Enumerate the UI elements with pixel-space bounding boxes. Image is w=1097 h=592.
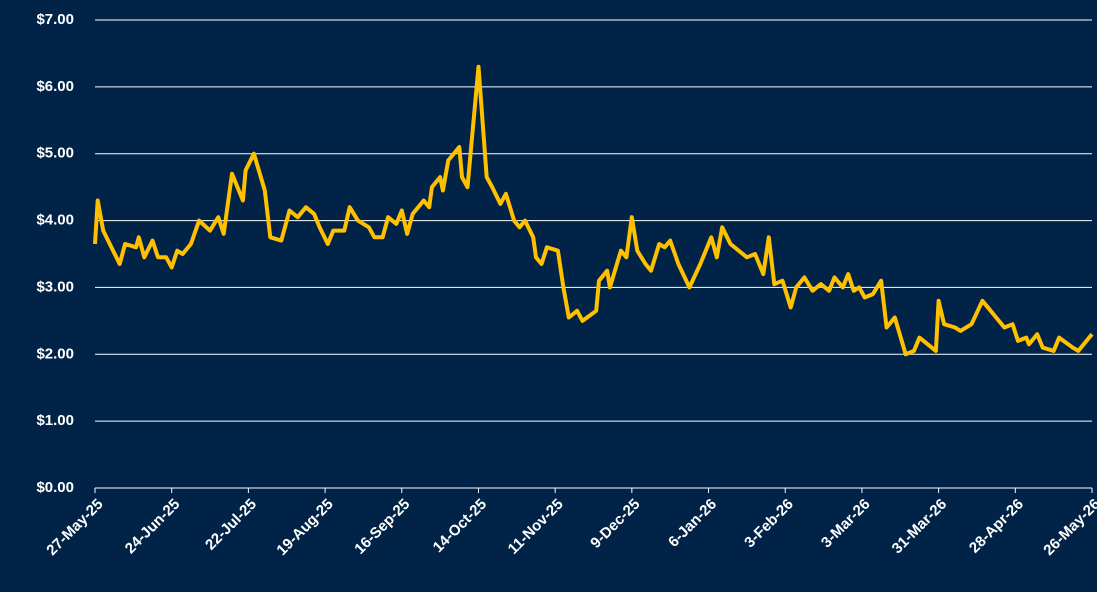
y-tick-label: $0.00 — [36, 479, 74, 496]
x-tick-label: 22-Jul-25 — [202, 496, 260, 554]
x-tick-label: 26-May-26 — [1040, 496, 1097, 559]
y-tick-label: $5.00 — [36, 145, 74, 162]
price-line — [93, 64, 1094, 357]
x-tick-label: 14-Oct-25 — [430, 496, 490, 556]
y-tick-label: $7.00 — [36, 11, 74, 28]
x-tick-label: 24-Jun-25 — [122, 496, 184, 558]
y-tick-label: $4.00 — [36, 212, 74, 229]
x-tick-label: 6-Jan-26 — [665, 496, 720, 551]
y-tick-label: $3.00 — [36, 278, 74, 295]
x-tick-label: 3-Mar-26 — [818, 496, 874, 552]
x-tick-label: 28-Apr-26 — [966, 496, 1027, 557]
x-tick-label: 27-May-25 — [43, 496, 106, 559]
x-tick-label: 16-Sep-25 — [351, 496, 413, 558]
x-tick-label: 31-Mar-26 — [889, 496, 951, 558]
x-tick-label: 11-Nov-25 — [505, 496, 567, 558]
y-tick-label: $2.00 — [36, 345, 74, 362]
x-tick-label: 9-Dec-25 — [587, 496, 643, 552]
y-tick-label: $6.00 — [36, 78, 74, 95]
x-tick-label: 3-Feb-26 — [741, 496, 797, 552]
x-tick-label: 19-Aug-25 — [273, 496, 336, 559]
y-tick-label: $1.00 — [36, 412, 74, 429]
